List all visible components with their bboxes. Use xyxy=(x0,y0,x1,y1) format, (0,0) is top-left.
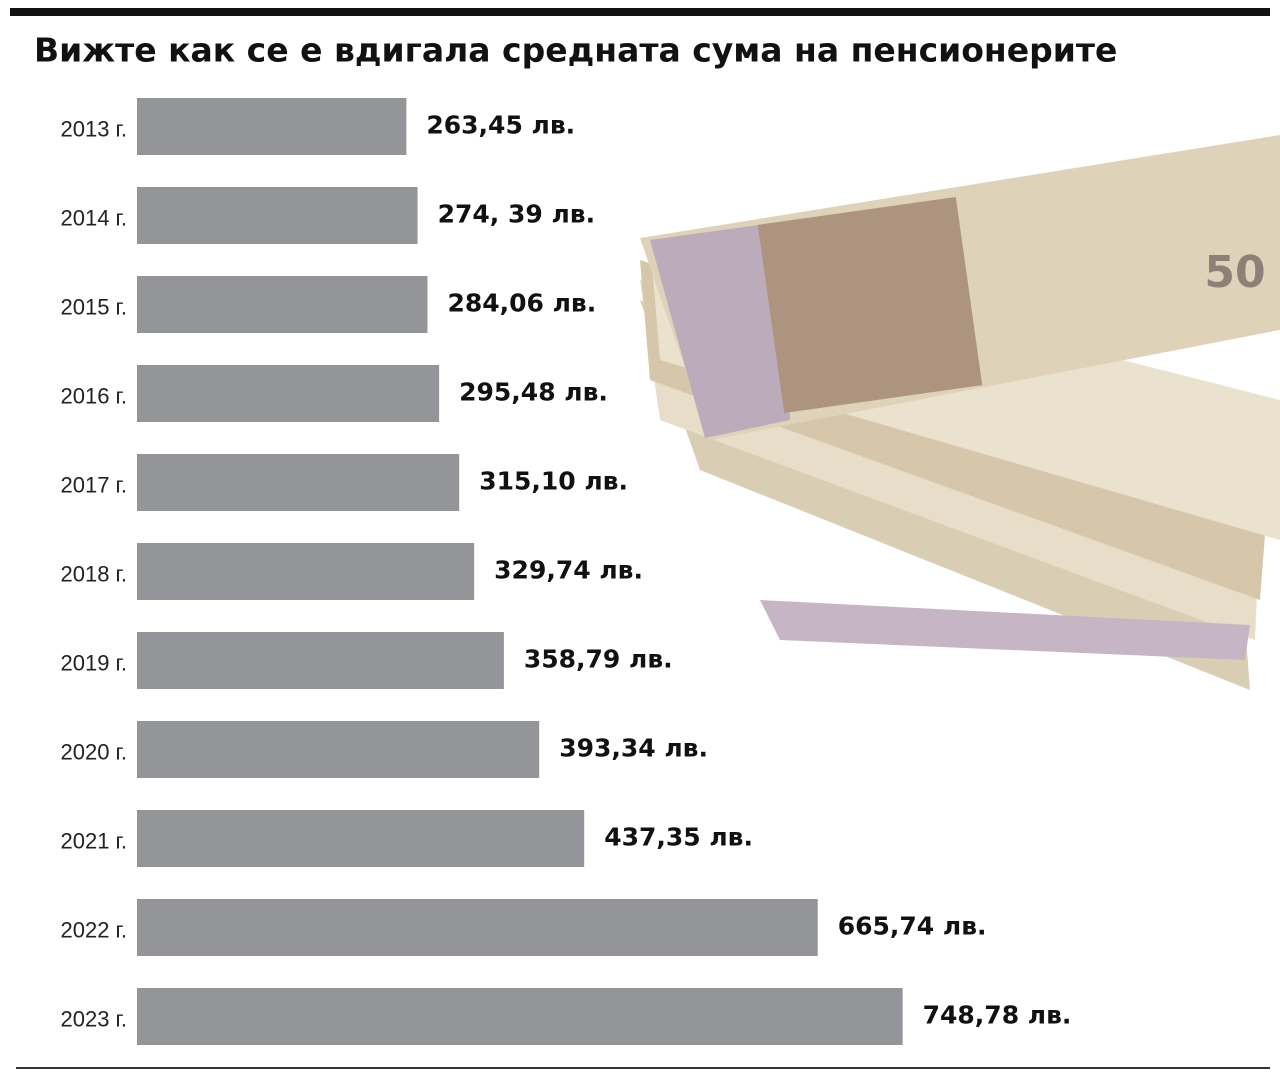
value-label: 358,79 лв. xyxy=(524,645,673,674)
value-label: 437,35 лв. xyxy=(604,823,753,852)
category-label: 2017 г. xyxy=(60,472,127,497)
bar xyxy=(137,98,407,155)
value-label: 263,45 лв. xyxy=(426,111,575,140)
bar xyxy=(137,721,540,778)
bar xyxy=(137,810,585,867)
value-label: 315,10 лв. xyxy=(479,467,628,496)
value-label: 295,48 лв. xyxy=(459,378,608,407)
svg-text:50: 50 xyxy=(1204,247,1265,298)
chart-title: Вижте как се е вдигала средната сума на … xyxy=(34,31,1117,70)
bar xyxy=(137,988,903,1045)
bar xyxy=(137,899,818,956)
value-label: 329,74 лв. xyxy=(494,556,643,585)
top-rule xyxy=(10,8,1270,16)
category-label: 2014 г. xyxy=(60,205,127,230)
category-label: 2013 г. xyxy=(60,116,127,141)
category-label: 2023 г. xyxy=(60,1006,127,1031)
banknotes-decoration: 50 xyxy=(640,135,1280,690)
category-label: 2015 г. xyxy=(60,294,127,319)
bar xyxy=(137,454,460,511)
bar xyxy=(137,632,504,689)
category-label: 2020 г. xyxy=(60,739,127,764)
bar xyxy=(137,187,418,244)
value-label: 284,06 лв. xyxy=(447,289,596,318)
bar xyxy=(137,276,428,333)
bar xyxy=(137,543,475,600)
value-label: 393,34 лв. xyxy=(559,734,708,763)
category-label: 2022 г. xyxy=(60,917,127,942)
category-label: 2016 г. xyxy=(60,383,127,408)
value-label: 748,78 лв. xyxy=(923,1001,1072,1030)
category-label: 2021 г. xyxy=(60,828,127,853)
category-label: 2018 г. xyxy=(60,561,127,586)
value-label: 274, 39 лв. xyxy=(438,200,596,229)
value-label: 665,74 лв. xyxy=(838,912,987,941)
bar xyxy=(137,365,440,422)
category-label: 2019 г. xyxy=(60,650,127,675)
